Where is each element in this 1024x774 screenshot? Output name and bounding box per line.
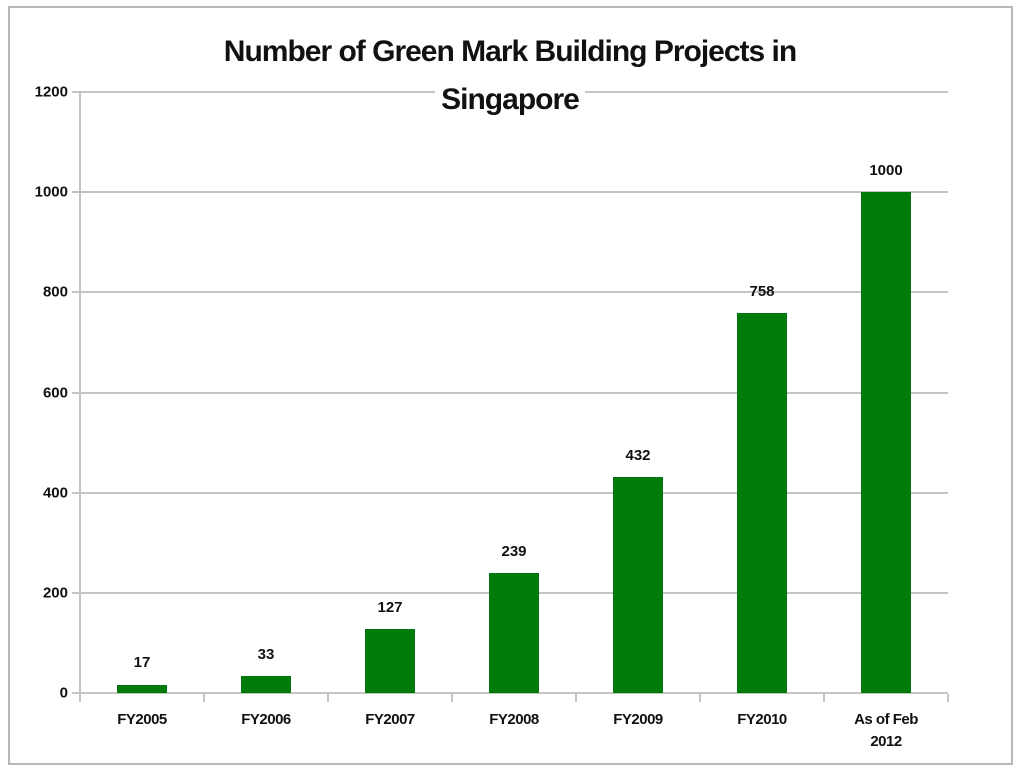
x-tick — [947, 694, 949, 702]
x-tick-label-line: FY2009 — [613, 711, 663, 728]
y-tick — [72, 191, 80, 194]
y-tick — [72, 491, 80, 494]
y-tick — [72, 692, 80, 694]
x-tick-label-line: FY2006 — [241, 711, 291, 728]
bar — [613, 476, 663, 693]
x-tick — [451, 694, 453, 702]
y-tick — [72, 291, 80, 294]
y-tick — [72, 591, 80, 594]
bar — [489, 573, 539, 693]
x-tick-label: FY2005 — [87, 709, 197, 731]
gridline — [80, 291, 948, 294]
y-tick-label: 1000 — [34, 183, 68, 201]
gridline — [80, 491, 948, 494]
data-label: 432 — [625, 446, 651, 464]
plot-area: 0 200 400 600 800 1000 1200 17 FY2005 33 FY2006 127… — [35, 84, 949, 750]
x-tick-label-line: FY2007 — [365, 711, 415, 728]
y-tick-label: 200 — [42, 584, 68, 602]
data-label: 758 — [749, 283, 775, 301]
bar — [365, 629, 415, 693]
y-tick-label: 1200 — [34, 83, 68, 101]
y-tick-label: 600 — [42, 384, 68, 401]
x-tick-label: FY2006 — [211, 709, 321, 731]
bar — [861, 192, 911, 693]
y-tick-label: 400 — [42, 484, 68, 502]
x-tick — [79, 694, 81, 702]
x-tick — [327, 694, 329, 702]
data-label: 17 — [133, 654, 151, 672]
chart-title: Number of Green Mark Building Projects i… — [150, 28, 870, 124]
data-label: 239 — [501, 543, 527, 561]
data-label: 1000 — [869, 162, 903, 180]
x-tick-label: FY2010 — [707, 709, 817, 731]
chart-title-line-2: Singapore — [435, 83, 585, 116]
x-tick-label: FY2007 — [335, 709, 445, 731]
x-tick-label: As of Feb 2012 — [831, 709, 941, 753]
x-tick-label-line: FY2008 — [489, 711, 539, 728]
bar — [241, 676, 291, 693]
data-label: 33 — [257, 646, 275, 664]
x-tick-label: FY2008 — [459, 709, 569, 731]
bar — [737, 313, 787, 693]
y-tick — [72, 91, 80, 93]
y-tick-label: 800 — [42, 283, 68, 301]
data-label: 127 — [377, 599, 403, 617]
bar — [117, 684, 167, 693]
gridline — [80, 191, 948, 194]
x-tick-label: FY2009 — [583, 709, 693, 731]
x-tick — [203, 694, 205, 702]
x-tick-label-line: FY2010 — [737, 711, 787, 728]
chart-title-line-1: Number of Green Mark Building Projects i… — [217, 35, 803, 68]
x-tick-label-line: As of Feb — [854, 711, 918, 728]
x-tick — [823, 694, 825, 702]
x-axis-line — [80, 692, 948, 694]
gridline — [80, 391, 948, 394]
y-tick-label: 0 — [59, 684, 68, 702]
x-tick-label-line: FY2005 — [117, 711, 167, 728]
x-tick — [575, 694, 577, 702]
y-tick — [72, 391, 80, 394]
x-tick — [699, 694, 701, 702]
x-tick-label-line: 2012 — [870, 733, 902, 750]
